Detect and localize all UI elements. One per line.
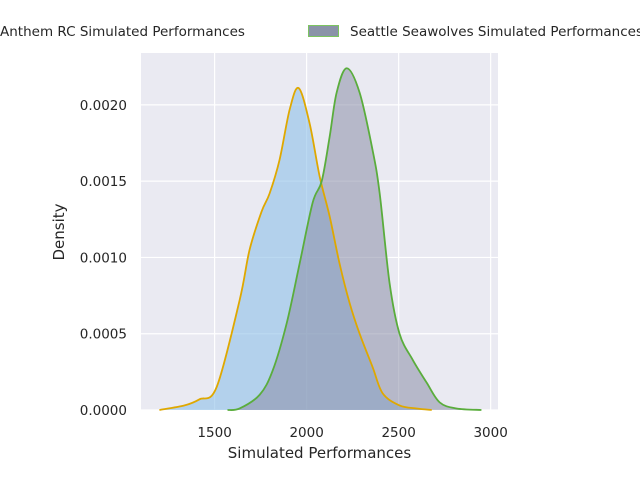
- y-tick-labels: 0.0000 0.0005 0.0010 0.0015 0.0020: [80, 98, 127, 419]
- x-tick-labels: 1500 2000 2500 3000: [197, 425, 507, 441]
- x-tick-label: 2500: [381, 425, 415, 441]
- x-tick-label: 2000: [289, 425, 323, 441]
- legend: Anthem RC Simulated Performances Seattle…: [0, 24, 640, 40]
- density-fill-seattle: [227, 68, 482, 411]
- density-lines: [159, 67, 482, 411]
- y-tick-label: 0.0000: [80, 403, 127, 419]
- x-axis-label: Simulated Performances: [228, 444, 412, 462]
- x-tick-label: 3000: [473, 425, 507, 441]
- y-tick-label: 0.0010: [80, 250, 127, 266]
- density-line-seattle: [227, 67, 482, 411]
- y-axis-label: Density: [50, 203, 68, 260]
- y-tick-label: 0.0020: [80, 98, 127, 114]
- legend-label-seattle: Seattle Seawolves Simulated Performances: [350, 24, 640, 40]
- legend-swatch-seattle: [308, 25, 339, 37]
- density-fills: [159, 68, 482, 411]
- legend-label-anthem: Anthem RC Simulated Performances: [0, 24, 245, 40]
- y-tick-label: 0.0015: [80, 174, 127, 190]
- density-fill-anthem: [159, 87, 432, 410]
- density-line-anthem: [159, 86, 432, 411]
- x-tick-label: 1500: [197, 425, 231, 441]
- y-tick-label: 0.0005: [80, 327, 127, 343]
